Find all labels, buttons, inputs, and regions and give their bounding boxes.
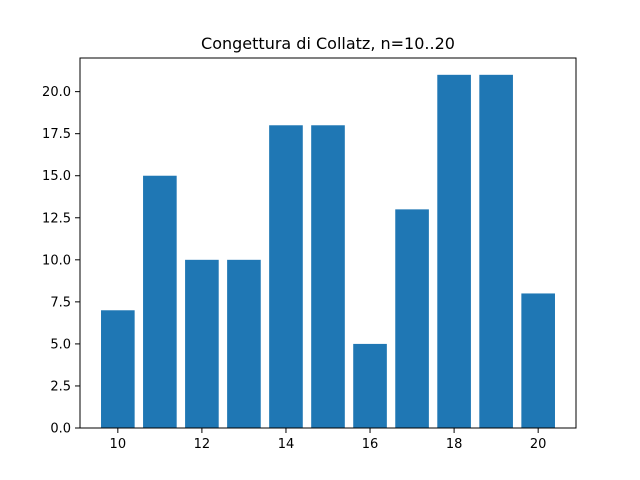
bar-n-10 [101, 310, 135, 428]
y-tick-label: 5.0 [50, 337, 71, 352]
bar-n-20 [521, 293, 555, 428]
bar-n-16 [353, 344, 387, 428]
y-tick-label: 17.5 [42, 127, 71, 142]
y-tick-label: 7.5 [50, 295, 71, 310]
x-tick-label: 14 [278, 437, 295, 452]
bar-n-17 [395, 209, 429, 428]
y-tick-label: 2.5 [50, 379, 71, 394]
y-axis: 0.0 2.5 5.0 7.5 10.0 12.5 15.0 17.5 20.0 [42, 85, 80, 436]
bar-n-18 [437, 75, 471, 428]
bar-n-12 [185, 260, 219, 428]
x-axis: 10 12 14 16 18 20 [110, 428, 547, 452]
y-tick-label: 10.0 [42, 253, 71, 268]
x-tick-label: 20 [530, 437, 547, 452]
y-tick-label: 0.0 [50, 422, 71, 437]
bar-n-14 [269, 125, 303, 428]
bars [101, 75, 555, 428]
chart-title: Congettura di Collatz, n=10..20 [201, 34, 455, 53]
x-tick-label: 12 [194, 437, 211, 452]
y-tick-label: 20.0 [42, 85, 71, 100]
x-tick-label: 18 [446, 437, 463, 452]
x-tick-label: 16 [362, 437, 379, 452]
bar-n-19 [479, 75, 513, 428]
bar-n-13 [227, 260, 261, 428]
bar-n-11 [143, 176, 177, 428]
bar-n-15 [311, 125, 345, 428]
x-tick-label: 10 [110, 437, 127, 452]
y-tick-label: 15.0 [42, 169, 71, 184]
y-tick-label: 12.5 [42, 211, 71, 226]
